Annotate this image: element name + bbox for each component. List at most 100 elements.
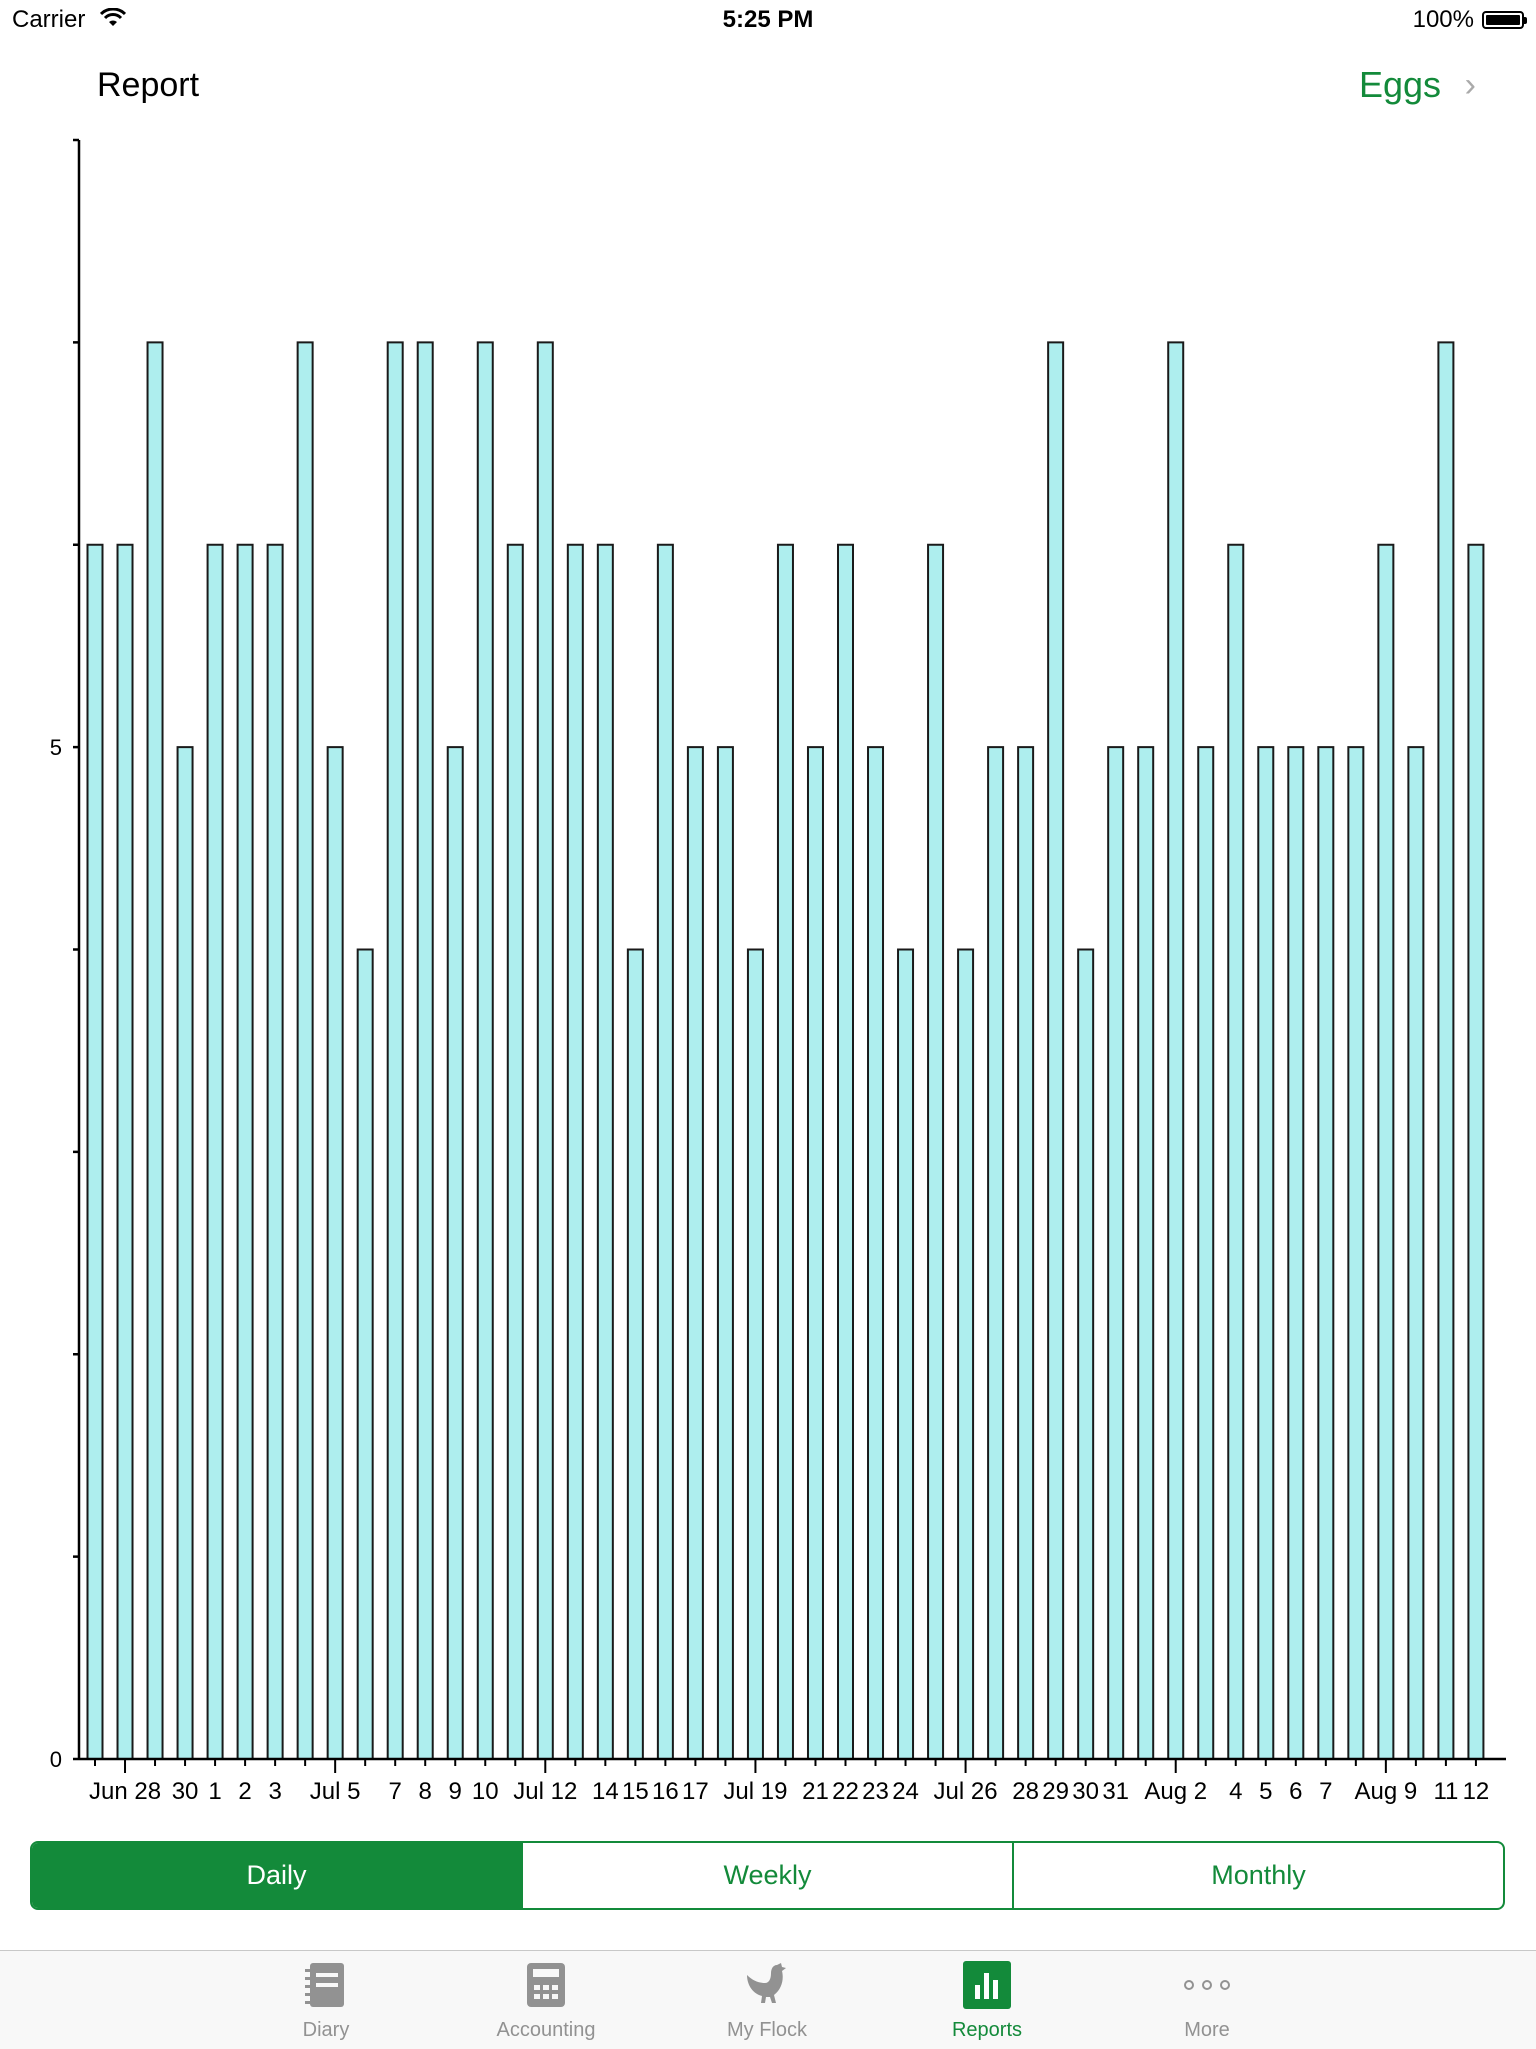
x-tick-label: Jul 19 [723,1778,787,1805]
chevron-right-icon[interactable]: › [1464,66,1476,104]
bar [1377,543,1395,1760]
segment-daily[interactable]: Daily [32,1843,521,1908]
bar [1227,543,1245,1760]
x-tick-label: 7 [1319,1778,1332,1805]
battery-icon [1482,11,1527,29]
bar [476,341,494,1760]
bar-chart-icon [963,1961,1011,2009]
bar [116,543,134,1760]
x-tick-label: 8 [419,1778,432,1805]
battery-percent: 100% [1412,6,1474,33]
x-tick-label: 15 [622,1778,649,1805]
x-tick-label: Jul 5 [310,1778,361,1805]
bar [596,543,614,1760]
page-title: Report [97,66,200,104]
report-type-selector[interactable]: Eggs [1358,64,1441,105]
bar [1167,341,1185,1760]
x-tick-label: 31 [1102,1778,1129,1805]
x-tick-label: 30 [1072,1778,1099,1805]
bar [566,543,584,1760]
bar [746,948,764,1760]
period-segmented-control: Daily Weekly Monthly [30,1841,1505,1910]
y-tick-label: 5 [50,735,62,760]
x-tick-label: 17 [682,1778,709,1805]
x-tick-label: 10 [472,1778,499,1805]
bar [716,746,734,1760]
bar [957,948,975,1760]
segment-monthly[interactable]: Monthly [1012,1843,1503,1908]
bar [146,341,164,1760]
tab-label: Accounting [496,2019,596,2041]
bar [416,341,434,1760]
x-tick-label: 2 [238,1778,251,1805]
x-tick-label: Jul 12 [513,1778,577,1805]
x-tick-label: Jun 28 [89,1778,161,1805]
tab-diary[interactable]: Diary [226,1951,426,2049]
x-tick-label: 9 [449,1778,462,1805]
x-tick-label: 22 [832,1778,859,1805]
bar [1077,948,1095,1760]
x-tick-label: 28 [1012,1778,1039,1805]
bar [356,948,374,1760]
x-tick-label: 5 [1259,1778,1272,1805]
bar [1047,341,1065,1760]
x-tick-label: 7 [389,1778,402,1805]
bar [927,543,945,1760]
bar [1467,543,1485,1760]
wifi-icon [100,8,126,26]
tab-accounting[interactable]: Accounting [446,1951,646,2049]
bar [656,543,674,1760]
x-tick-label: 11 [1433,1778,1458,1805]
clock: 5:25 PM [722,6,814,33]
x-tick-label: Jul 26 [934,1778,998,1805]
bar [1137,746,1155,1760]
bar [867,746,885,1760]
bar [326,746,344,1760]
bar [296,341,314,1760]
tab-reports[interactable]: Reports [887,1951,1087,2049]
bar [1287,746,1305,1760]
x-tick-label: 4 [1229,1778,1242,1805]
segment-weekly[interactable]: Weekly [521,1843,1012,1908]
bar [206,543,224,1760]
tab-label: Diary [302,2019,350,2041]
x-tick-label: 23 [862,1778,889,1805]
bar [776,543,794,1760]
bar [386,341,404,1760]
bar [86,543,104,1760]
more-icon [1184,1980,1230,1990]
bar [1197,746,1215,1760]
chicken-icon [747,1963,786,2003]
bar [1107,746,1125,1760]
y-tick-label: 0 [50,1747,62,1772]
diary-icon [305,1963,344,2007]
tab-label: Reports [951,2019,1023,2041]
x-tick-label: 3 [268,1778,281,1805]
x-tick-label: 29 [1042,1778,1069,1805]
bar [686,746,704,1760]
bar [266,543,284,1760]
bar [897,948,915,1760]
x-tick-label: 12 [1463,1778,1490,1805]
calculator-icon [527,1963,565,2007]
tab-more[interactable]: More [1107,1951,1307,2049]
bar [1407,746,1425,1760]
bar [806,746,824,1760]
x-tick-label: 14 [592,1778,619,1805]
x-tick-label: Aug 2 [1144,1778,1207,1805]
bar [1257,746,1275,1760]
tab-my-flock[interactable]: My Flock [667,1951,867,2049]
carrier-label: Carrier [12,6,86,33]
x-tick-label: 16 [652,1778,679,1805]
bar [236,543,254,1760]
bar [176,746,194,1760]
bar [626,948,644,1760]
x-tick-label: 30 [172,1778,199,1805]
bar [1317,746,1335,1760]
x-tick-label: 6 [1289,1778,1302,1805]
bar [536,341,554,1760]
tab-bar: Diary Accounting My Flock Reports More [0,1950,1536,2049]
x-tick-label: 1 [208,1778,221,1805]
tab-label: More [1184,2019,1230,2041]
